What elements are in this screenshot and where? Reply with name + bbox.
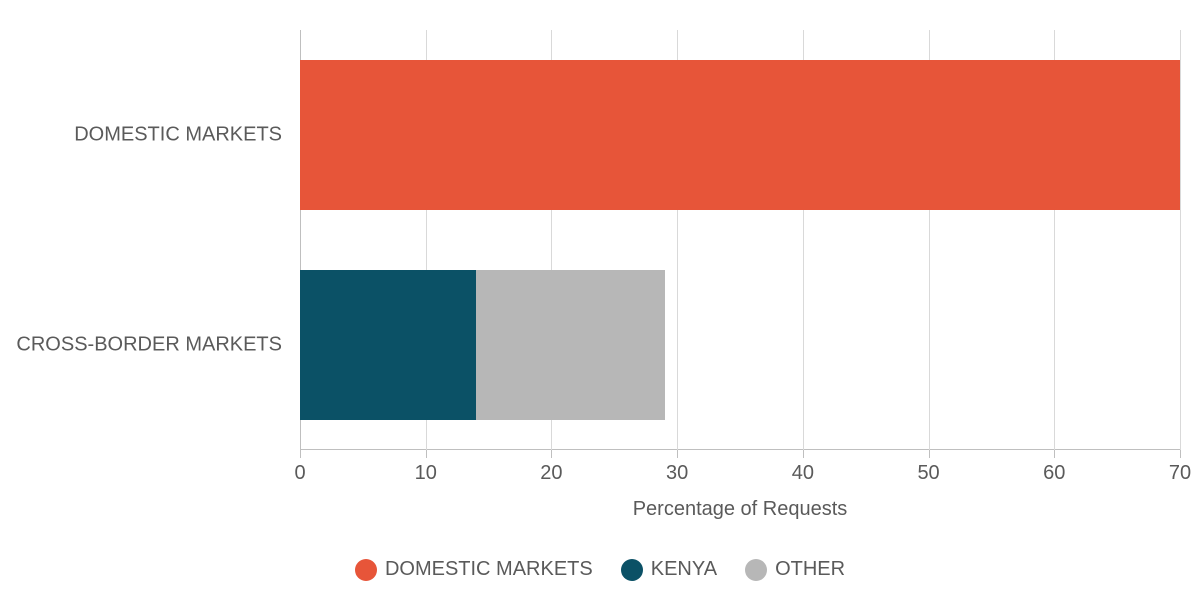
x-tick (1180, 450, 1181, 458)
x-tick (677, 450, 678, 458)
x-tick-label: 40 (792, 462, 814, 485)
x-tick-label: 10 (415, 462, 437, 485)
legend-swatch (745, 559, 767, 581)
x-axis-line (300, 449, 1180, 450)
x-tick (929, 450, 930, 458)
bar-segment (476, 270, 665, 420)
gridline (1180, 30, 1181, 450)
legend-item: KENYA (621, 558, 717, 581)
x-tick-label: 30 (666, 462, 688, 485)
legend-item: OTHER (745, 558, 845, 581)
x-axis-title: Percentage of Requests (633, 498, 848, 521)
markets-bar-chart: Percentage of Requests 0 10 20 30 40 50 60 70 DO… (0, 0, 1200, 600)
category-label: DOMESTIC MARKETS (74, 124, 300, 147)
legend-swatch (621, 559, 643, 581)
legend-item: DOMESTIC MARKETS (355, 558, 593, 581)
plot-area: Percentage of Requests 010203040506070DO… (300, 30, 1180, 450)
x-tick (551, 450, 552, 458)
bar-segment (300, 270, 476, 420)
x-tick (426, 450, 427, 458)
bar-segment (300, 60, 1180, 210)
legend-swatch (355, 559, 377, 581)
x-tick-label: 70 (1169, 462, 1191, 485)
category-label: CROSS-BORDER MARKETS (16, 334, 300, 357)
x-tick-label: 20 (540, 462, 562, 485)
legend-label: OTHER (775, 558, 845, 581)
legend-label: KENYA (651, 558, 717, 581)
x-tick (803, 450, 804, 458)
x-tick-label: 60 (1043, 462, 1065, 485)
x-tick-label: 50 (917, 462, 939, 485)
legend-label: DOMESTIC MARKETS (385, 558, 593, 581)
x-tick (1054, 450, 1055, 458)
x-tick-label: 0 (294, 462, 305, 485)
x-tick (300, 450, 301, 458)
legend: DOMESTIC MARKETS KENYA OTHER (0, 558, 1200, 581)
